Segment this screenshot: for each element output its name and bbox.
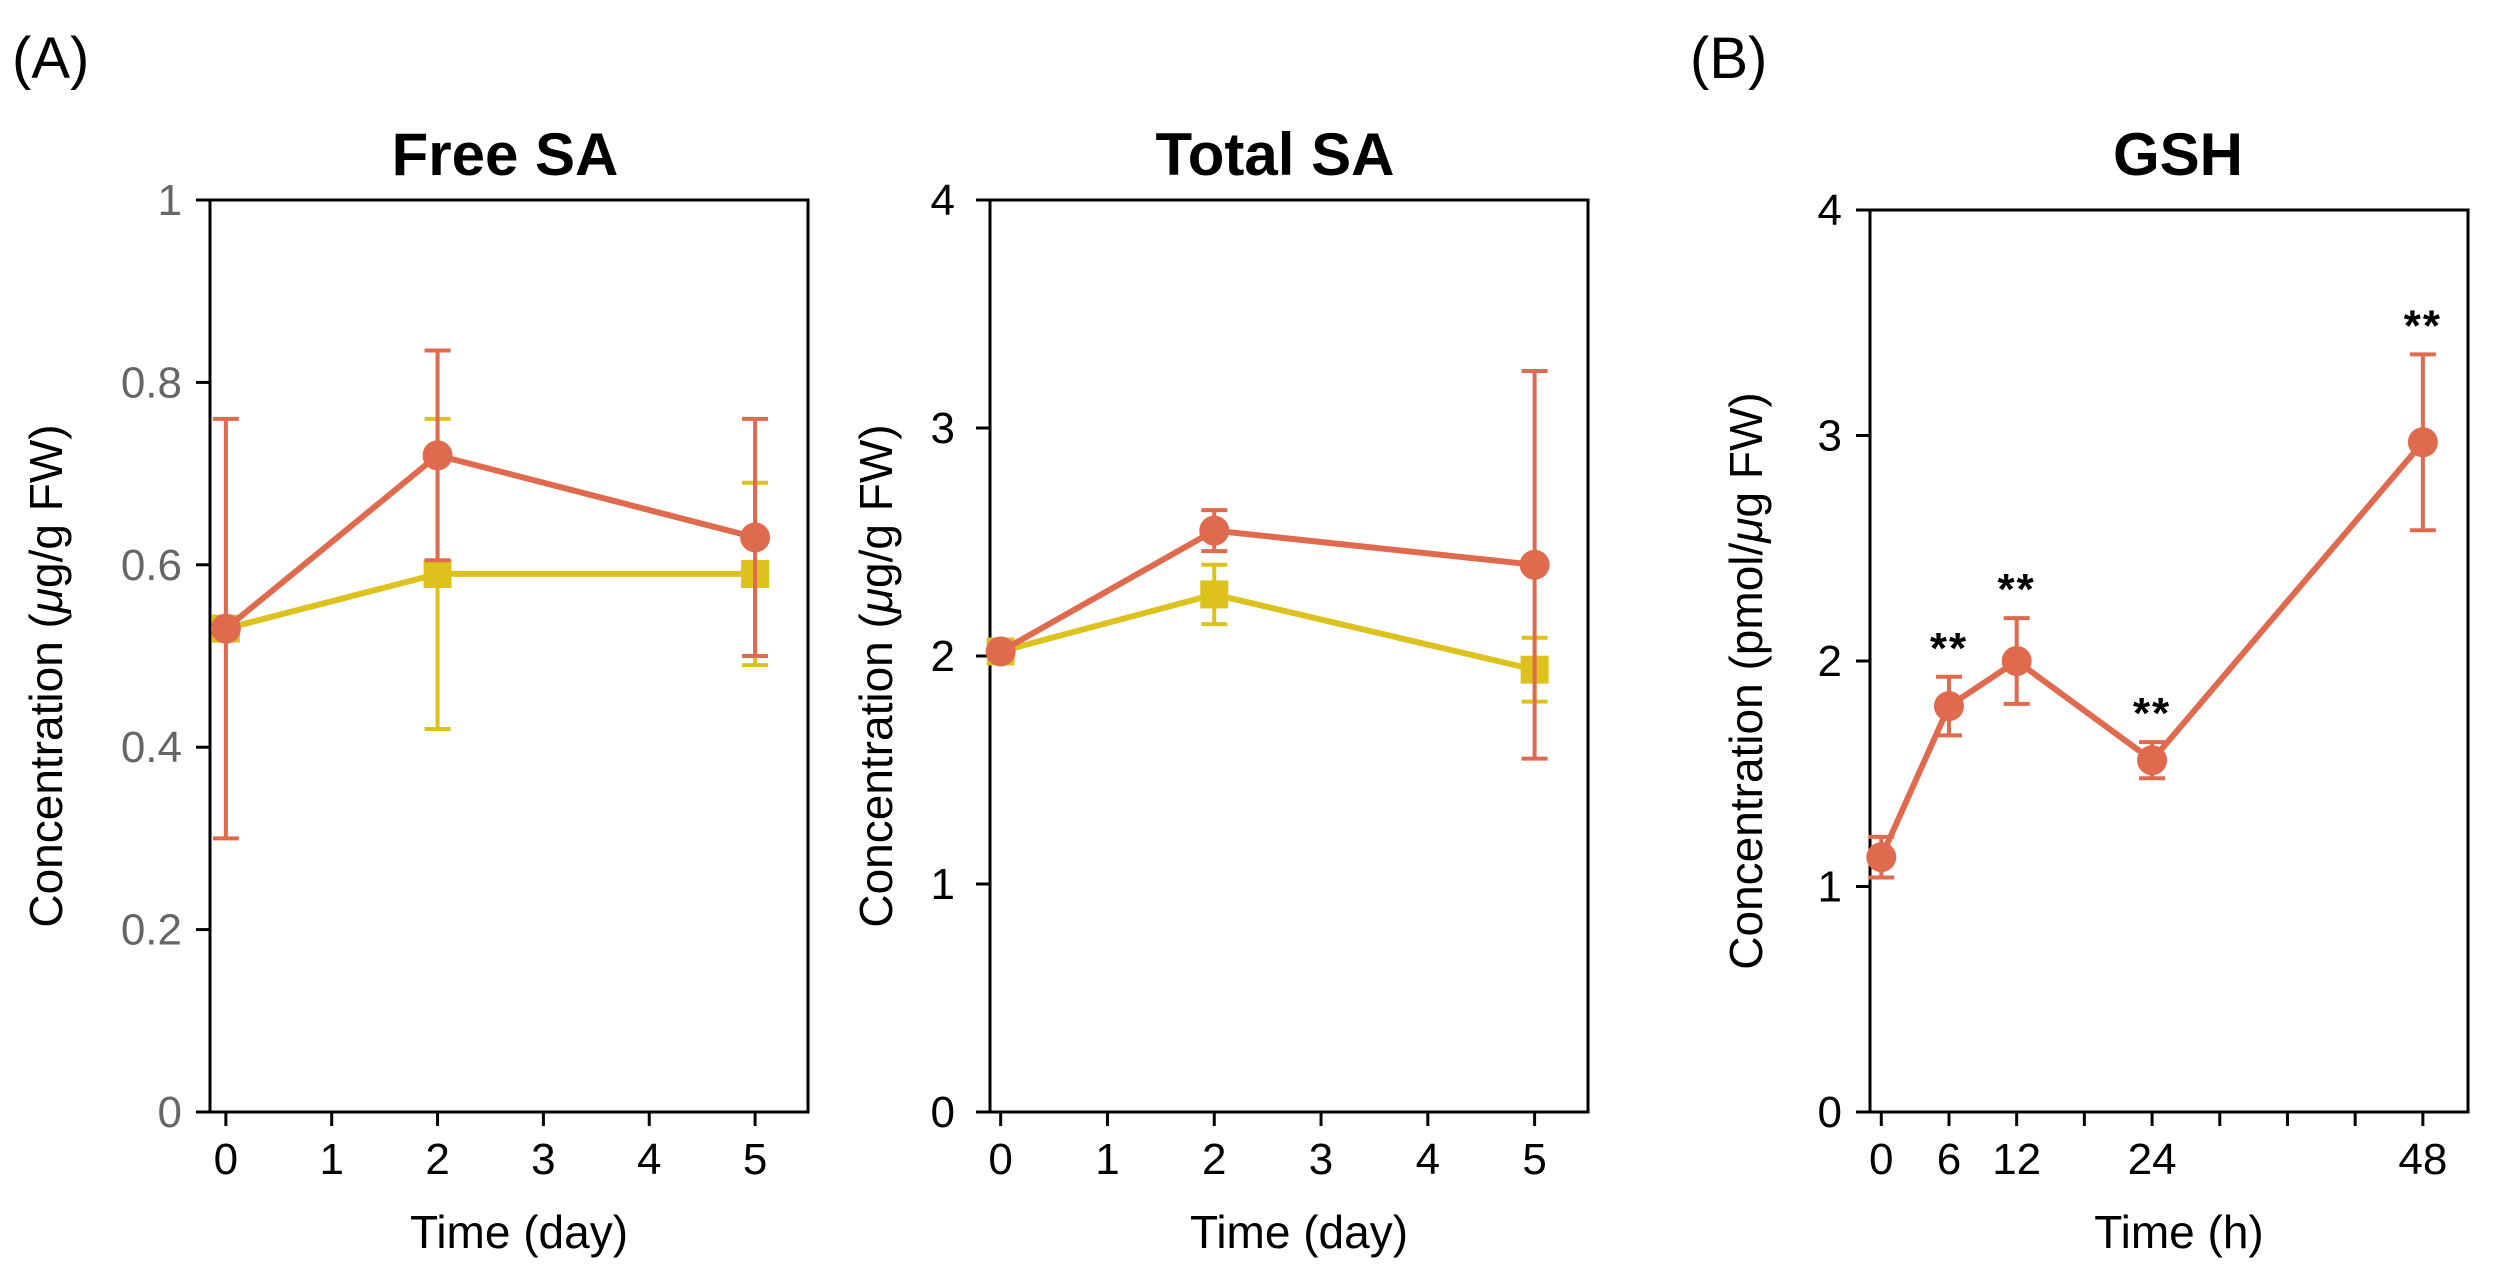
x-axis-label: Time (day) — [410, 1206, 628, 1258]
significance-annotation: ** — [1998, 565, 2036, 614]
x-tick-label: 48 — [2398, 1135, 2447, 1184]
panel-label-b: (B) — [1690, 26, 1767, 91]
x-tick-label: 1 — [1095, 1135, 1119, 1184]
plot-frame — [988, 198, 1590, 1114]
data-point-red — [1866, 842, 1897, 873]
x-tick-label: 4 — [1416, 1135, 1440, 1184]
y-tick-label: 3 — [1818, 412, 1842, 461]
data-point-red — [2001, 646, 2032, 676]
x-tick-label: 3 — [531, 1135, 555, 1184]
y-axis-label-prefix: Concentration ( — [20, 612, 72, 927]
y-tick-label: 2 — [1818, 637, 1842, 686]
y-axis-label-mu: μ — [20, 588, 72, 614]
chart-total-sa: Total SA 0 1 2 3 4 0 1 2 3 4 5 Time (day) Concentrati… — [850, 121, 1590, 1258]
y-tick-label: 1 — [931, 860, 955, 909]
data-point-red — [210, 613, 241, 644]
x-tick-label: 24 — [2128, 1135, 2177, 1184]
x-axis-label: Time (day) — [1190, 1206, 1408, 1258]
data-point-red — [1933, 691, 1964, 722]
data-point-red — [1519, 549, 1550, 580]
x-tick-label: 2 — [1202, 1135, 1226, 1184]
x-tick-label: 0 — [214, 1135, 238, 1184]
x-tick-label: 3 — [1309, 1135, 1333, 1184]
series-line-red — [999, 527, 1535, 655]
y-tick-label: 0.8 — [121, 358, 182, 407]
y-tick-label: 0 — [931, 1088, 955, 1137]
x-tick-label: 2 — [425, 1135, 449, 1184]
x-tick-label: 5 — [743, 1135, 767, 1184]
series-line-yellow — [225, 570, 756, 632]
y-axis-label-suffix: g FW) — [1720, 392, 1772, 517]
data-point-yellow — [1200, 580, 1229, 609]
y-axis-label-mu: μ — [850, 588, 902, 614]
data-point-red — [985, 636, 1016, 667]
y-axis-label-suffix: g/g FW) — [20, 424, 72, 588]
y-tick-label: 3 — [931, 404, 955, 453]
significance-annotation: ** — [1930, 624, 1968, 673]
y-tick-label: 1 — [158, 176, 182, 225]
y-tick-label: 0 — [158, 1088, 182, 1137]
y-tick-label: 0 — [1818, 1088, 1842, 1137]
y-axis-label-prefix: Concentration ( — [850, 612, 902, 927]
data-point-red — [2407, 427, 2438, 458]
y-axis-label-mu: μ — [1720, 518, 1772, 544]
data-point-red — [740, 522, 771, 553]
x-tick-label: 0 — [988, 1135, 1012, 1184]
chart-title: Total SA — [1156, 121, 1395, 188]
y-axis-label: Concentration (μg/g FW) — [850, 424, 902, 927]
y-axis-label: Concentration (pmol/μg FW) — [1720, 392, 1772, 969]
x-tick-label: 5 — [1522, 1135, 1546, 1184]
y-tick-label: 4 — [931, 176, 955, 225]
data-point-red — [1199, 515, 1230, 546]
data-point-red — [422, 440, 453, 471]
x-axis-label: Time (h) — [2094, 1206, 2264, 1258]
x-tick-label: 12 — [1992, 1135, 2041, 1184]
y-tick-label: 0.4 — [121, 723, 182, 772]
data-point-yellow — [423, 559, 452, 588]
significance-annotation: ** — [2133, 689, 2171, 738]
chart-free-sa: Free SA 0 0.2 0.4 0.6 0.8 1 0 1 2 3 4 5 Time (day) Con… — [20, 121, 810, 1258]
chart-title: Free SA — [392, 121, 619, 188]
y-tick-label: 4 — [1818, 186, 1842, 235]
y-tick-label: 0.2 — [121, 906, 182, 955]
x-tick-label: 1 — [319, 1135, 343, 1184]
significance-annotation: ** — [2404, 301, 2442, 350]
y-tick-label: 2 — [931, 632, 955, 681]
y-axis-label-suffix: g/g FW) — [850, 424, 902, 588]
chart-title: GSH — [2113, 121, 2243, 188]
x-tick-label: 0 — [1869, 1135, 1893, 1184]
panel-label-a: (A) — [12, 26, 89, 91]
x-tick-label: 6 — [1937, 1135, 1961, 1184]
y-tick-label: 0.6 — [121, 541, 182, 590]
data-point-red — [2137, 745, 2168, 776]
series-line-red — [223, 452, 756, 631]
y-axis-label-prefix: Concentration (pmol/ — [1720, 542, 1772, 969]
x-tick-label: 4 — [637, 1135, 661, 1184]
y-tick-label: 1 — [1818, 863, 1842, 912]
y-axis-label: Concentration (μg/g FW) — [20, 424, 72, 927]
plot-frame — [208, 198, 810, 1114]
